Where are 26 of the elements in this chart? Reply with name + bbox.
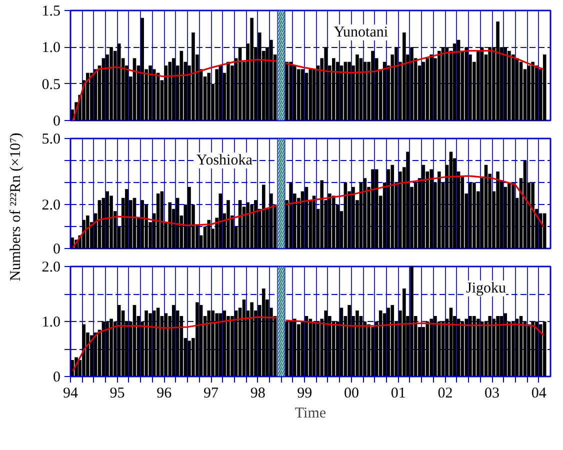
x-tick-label: 94 [63, 386, 78, 402]
text: Jigoku [466, 280, 506, 296]
y-tick-label: 1.0 [42, 314, 60, 330]
y-axis-title: Numbers of ²²²Rn (×10⁷) [8, 132, 24, 282]
x-tick-label: 03 [484, 386, 500, 402]
y-tick-label: 0.5 [42, 76, 60, 93]
text: Yunotani [334, 24, 388, 40]
y-tick-label: 2.0 [42, 260, 60, 276]
x-tick-label: 04 [531, 386, 547, 402]
y-tick-label: 0 [53, 370, 60, 386]
x-axis-title: Time [294, 406, 326, 422]
x-tick-label: 02 [438, 386, 453, 402]
y-tick-label: 0 [53, 114, 60, 130]
y-tick-label: 0 [53, 242, 60, 258]
x-tick-label: 98 [250, 386, 266, 402]
x-tick-label: 99 [297, 386, 312, 402]
x-tick-label: 96 [156, 386, 172, 402]
y-tick-label: 2.0 [42, 198, 60, 214]
y-tick-label: 5.0 [42, 132, 60, 148]
text: Yoshioka [196, 152, 253, 168]
x-tick-label: 97 [204, 386, 220, 402]
x-tick-label: 00 [344, 386, 359, 402]
y-tick-label: 1.5 [42, 4, 60, 20]
y-tick-label: 1.0 [42, 40, 60, 56]
x-tick-label: 95 [110, 386, 125, 402]
x-tick-label: 01 [390, 386, 406, 402]
